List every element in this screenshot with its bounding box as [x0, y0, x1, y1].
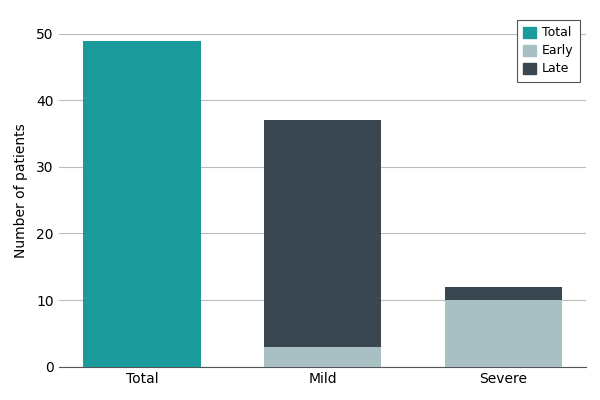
- Bar: [83, 40, 201, 366]
- Bar: [445, 300, 562, 366]
- Bar: [445, 287, 562, 300]
- Bar: [264, 120, 382, 346]
- Bar: [264, 346, 382, 366]
- Y-axis label: Number of patients: Number of patients: [14, 123, 28, 258]
- Legend: Total, Early, Late: Total, Early, Late: [517, 20, 580, 82]
